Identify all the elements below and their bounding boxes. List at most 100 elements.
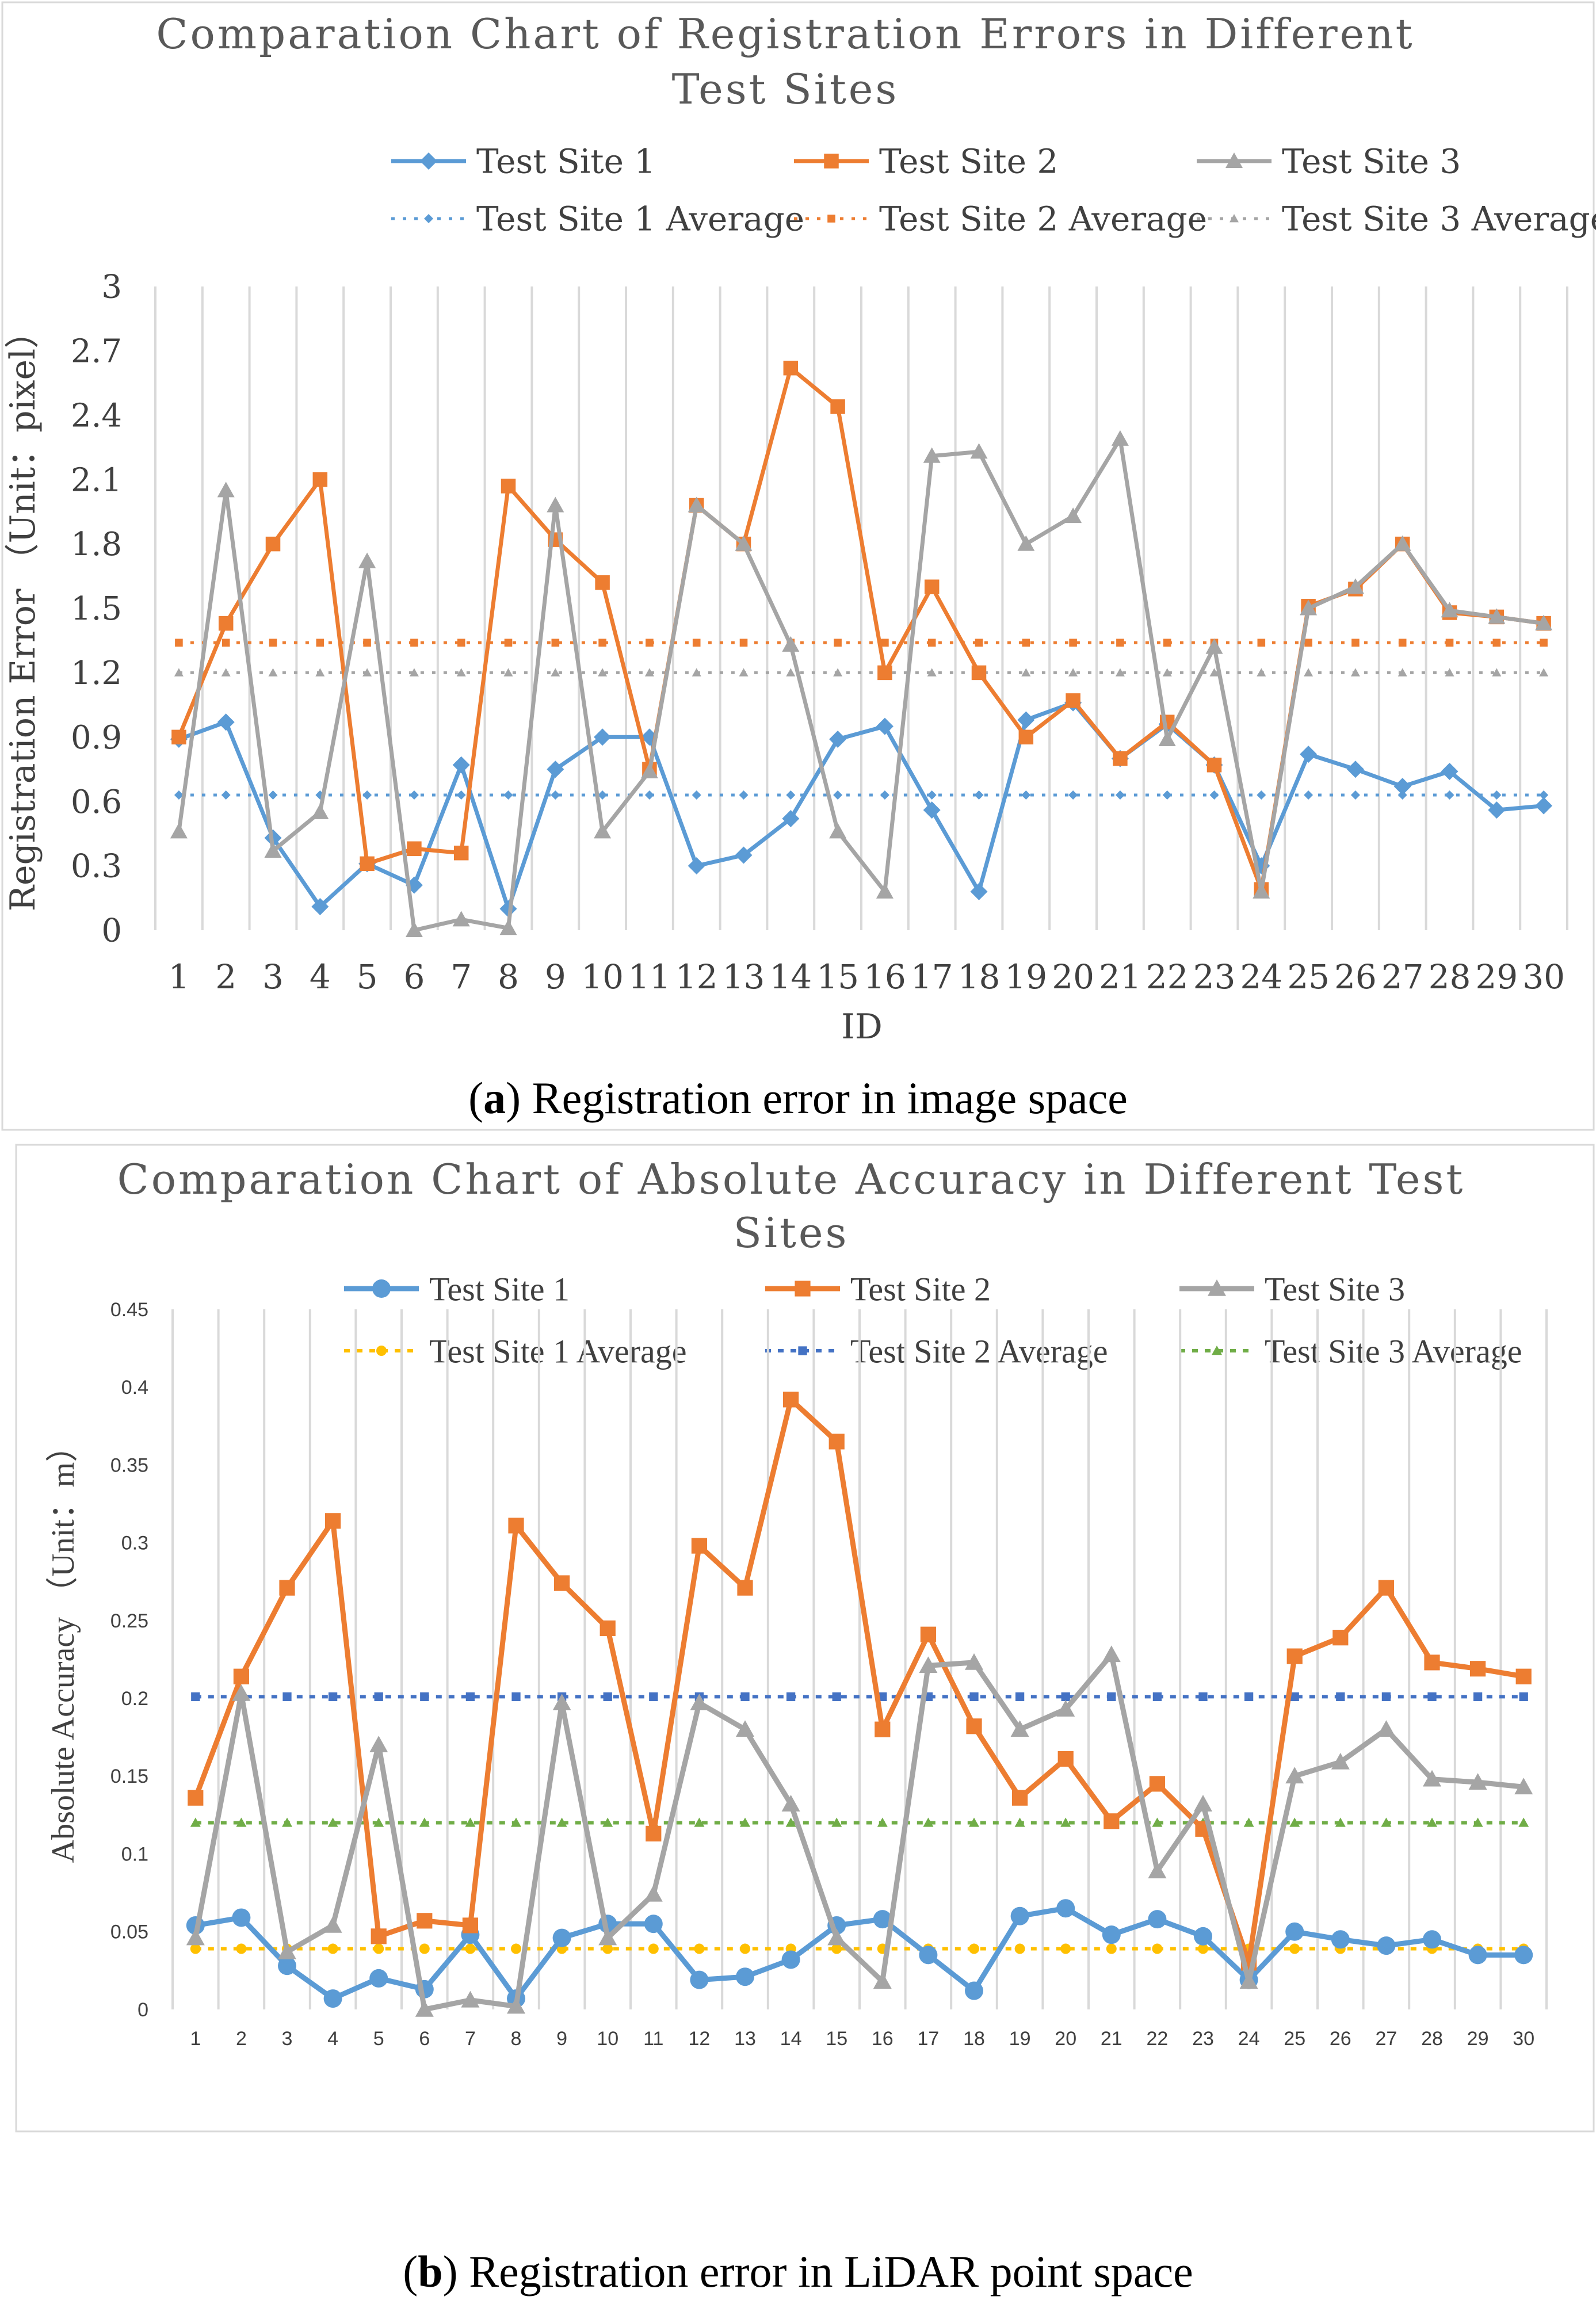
chart-b-x-tick-label: 19: [1009, 2028, 1031, 2050]
chart-a-average-point: [315, 668, 325, 677]
chart-a-average-point: [316, 639, 324, 647]
chart-b-data-point: [1424, 1654, 1440, 1671]
chart-b-data-point: [278, 1957, 296, 1975]
chart-a-y-axis-label: Registration Error （Unit：pixel）: [3, 314, 43, 911]
chart-a-data-point: [218, 616, 234, 631]
chart-a-y-tick-label: 1.2: [71, 655, 122, 692]
chart-b-x-tick-label: 6: [419, 2028, 430, 2050]
chart-a-average-point: [1398, 668, 1407, 677]
chart-a-x-tick-label: 28: [1429, 957, 1471, 996]
chart-b-title-line-2: Sites: [734, 1209, 849, 1257]
chart-a-average-point: [833, 668, 843, 677]
chart-a-x-axis-label: ID: [841, 1007, 883, 1047]
chart-b-data-point: [965, 1981, 983, 2000]
chart-a-legend-entry: Test Site 2: [794, 142, 1058, 181]
chart-b-average-point: [1106, 1943, 1117, 1954]
chart-a-average-point: [692, 790, 701, 800]
chart-a-data-point: [829, 731, 847, 748]
chart-a-x-tick-label: 27: [1381, 957, 1424, 996]
chart-a-data-point: [1017, 711, 1035, 729]
chart-a-y-tick-label: 3: [101, 269, 122, 306]
chart-b-legend-entry: Test Site 1: [344, 1270, 570, 1308]
chart-b-average-point: [1472, 1817, 1483, 1827]
chart-a-data-point: [1017, 535, 1035, 551]
chart-b-y-tick-label: 0.2: [121, 1688, 148, 1710]
chart-b-data-point: [690, 1970, 709, 1989]
chart-a-average-point: [269, 639, 277, 647]
chart-b-data-point: [278, 1942, 296, 1959]
chart-a-average-point: [551, 639, 560, 647]
chart-a-average-point: [1398, 639, 1407, 647]
chart-a-legend-label: Test Site 3: [1282, 142, 1461, 181]
chart-b-data-point: [1377, 1936, 1396, 1955]
chart-b-y-tick-label: 0.3: [121, 1533, 148, 1554]
chart-a-legend-label: Test Site 1: [476, 142, 655, 181]
chart-b-average-point: [1060, 1943, 1071, 1954]
chart-b-average-point: [1015, 1692, 1025, 1702]
chart-a-title-line-1: Comparation Chart of Registration Errors…: [156, 10, 1414, 58]
chart-a-data-point: [405, 922, 423, 937]
chart-b-average-point: [1243, 1817, 1254, 1827]
chart-b-x-tick-label: 3: [282, 2028, 293, 2050]
chart-a-average-point: [1257, 639, 1266, 647]
chart-b-average-point: [603, 1692, 612, 1702]
chart-a-data-point: [265, 536, 281, 552]
chart-a-data-point: [783, 360, 799, 376]
chart-b-x-tick-label: 4: [327, 2028, 338, 2050]
chart-b-data-point: [232, 1908, 251, 1927]
chart-a-data-point: [1113, 751, 1128, 766]
chart-a-average-point: [739, 668, 749, 677]
chart-b-average-point: [282, 1692, 292, 1702]
chart-a-data-point: [407, 841, 422, 857]
chart-b-data-point: [462, 1917, 478, 1933]
chart-b-legend-marker: [376, 1346, 387, 1356]
chart-a-average-point: [598, 639, 606, 647]
chart-b-data-point: [1057, 1751, 1074, 1767]
chart-b-average-point: [1014, 1943, 1025, 1954]
chart-a-average-point: [974, 790, 984, 800]
chart-a-data-point: [264, 842, 282, 858]
chart-b-legend-entry: Test Site 1 Average: [344, 1332, 686, 1370]
chart-b-x-tick-label: 2: [236, 2028, 247, 2050]
chart-a-data-point: [452, 911, 470, 927]
chart-a-average-point: [409, 668, 419, 677]
chart-b-data-point: [598, 1928, 617, 1946]
chart-b-x-tick-label: 11: [643, 2028, 663, 2050]
chart-a-average-point: [598, 790, 608, 800]
chart-a-legend-marker: [1225, 152, 1243, 168]
chart-b-data-point: [873, 1972, 892, 1989]
chart-a-data-point: [1488, 608, 1506, 624]
chart-b-legend-label: Test Site 3 Average: [1265, 1332, 1522, 1370]
chart-a-average-point: [1022, 639, 1030, 647]
chart-a-data-point: [1346, 761, 1364, 778]
chart-b-average-point: [740, 1817, 750, 1827]
chart-a-series: [170, 360, 1553, 937]
chart-a-x-tick-label: 11: [628, 957, 671, 996]
chart-a-x-tick-label: 2: [215, 957, 236, 996]
chart-b-data-point: [1239, 1972, 1258, 1989]
chart-b-x-tick-label: 14: [780, 2028, 802, 2050]
chart-a-data-point: [1205, 638, 1223, 654]
chart-b-data-point: [1332, 1630, 1349, 1646]
chart-a-data-point: [453, 845, 469, 861]
chart-b-x-tick-label: 27: [1375, 2028, 1397, 2050]
chart-b-average-point: [740, 1943, 750, 1954]
chart-a-average-point: [1304, 639, 1312, 647]
chart-a-legend-marker: [827, 215, 835, 223]
chart-b-average-point: [969, 1692, 979, 1702]
chart-a-x-tick-label: 26: [1334, 957, 1377, 996]
chart-b-data-point: [188, 1790, 204, 1806]
chart-a-average-point: [880, 790, 889, 800]
chart-a-average-point: [1115, 790, 1125, 800]
chart-a-average-point: [1540, 639, 1548, 647]
chart-a-x-tick-label: 8: [498, 957, 519, 996]
chart-b-legend-label: Test Site 3: [1265, 1270, 1405, 1308]
chart-b-data-point: [369, 1736, 388, 1753]
chart-b-x-tick-label: 24: [1238, 2028, 1260, 2050]
chart-b-data-point: [323, 1916, 342, 1933]
chart-b-border: [15, 1144, 1595, 2133]
caption-a-text: Registration error in image space: [521, 1073, 1128, 1123]
chart-a-data-point: [1206, 758, 1222, 773]
chart-a-legend-entry: Test Site 2 Average: [794, 199, 1207, 238]
